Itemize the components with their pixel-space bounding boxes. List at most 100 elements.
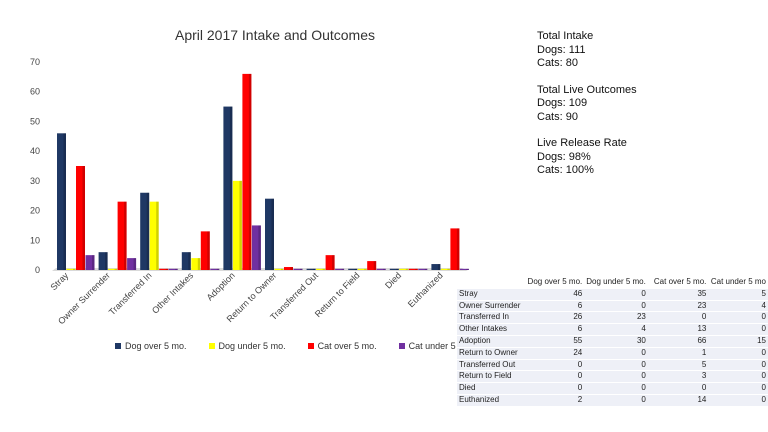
chart-legend: Dog over 5 mo. Dog under 5 mo. Cat over 5 … (115, 341, 471, 351)
bar-9-0 (431, 264, 441, 270)
table-cell: 0 (708, 359, 768, 372)
bar-2-1 (149, 201, 159, 270)
bar-7-3 (376, 268, 386, 270)
bar-8-3 (418, 268, 428, 270)
table-row-label: Stray (457, 288, 524, 301)
bar-shade-0-0 (63, 133, 66, 270)
legend-item: Dog under 5 mo. (208, 341, 286, 351)
legend-label: Dog over 5 mo. (125, 341, 187, 351)
bar-shade-0-1 (73, 268, 76, 270)
bar-3-3 (210, 268, 220, 270)
table-cell: 6 (523, 300, 585, 313)
bar-shade-1-3 (133, 258, 137, 270)
bar-5-0 (265, 198, 274, 270)
bar-shade-6-3 (341, 268, 345, 270)
total-intake-title: Total Intake (537, 30, 594, 42)
x-tick-label: Died (383, 270, 403, 290)
legend-swatch (115, 343, 121, 349)
bar-shade-0-2 (82, 166, 85, 270)
bar-5-3 (293, 268, 303, 270)
table-cell: 55 (523, 335, 585, 348)
table-row-label: Adoption (457, 335, 524, 348)
table-header-cell: Dog under 5 mo. (584, 277, 648, 289)
bar-shade-4-1 (239, 180, 242, 270)
y-tick-label: 50 (30, 116, 40, 126)
bar-shade-5-1 (281, 268, 284, 270)
table-row-label: Return to Owner (457, 347, 524, 360)
y-tick-label: 0 (35, 265, 40, 275)
bar-6-0 (306, 268, 316, 270)
legend-label: Dog under 5 mo. (218, 341, 286, 351)
x-tick-label: Other Intakes (150, 270, 196, 316)
bar-shade-6-2 (332, 255, 335, 270)
table-cell: 0 (647, 382, 709, 395)
bar-shade-8-1 (405, 268, 409, 270)
bar-shade-7-1 (364, 268, 367, 270)
bar-3-0 (181, 252, 191, 270)
table-cell: 0 (584, 370, 648, 384)
table-row-label: Return to Field (457, 370, 524, 384)
table-cell: 0 (708, 311, 768, 325)
table-row: Transferred In 26 23 0 0 (457, 311, 768, 325)
table-cell: 3 (647, 370, 709, 384)
bar-shade-0-3 (92, 255, 95, 270)
bar-9-2 (450, 228, 460, 270)
bar-5-2 (284, 267, 293, 270)
table-cell: 0 (584, 300, 648, 313)
y-tick-label: 20 (30, 206, 40, 216)
bar-7-1 (357, 268, 367, 270)
bar-shade-3-3 (216, 268, 220, 270)
table-row-label: Transferred In (457, 311, 524, 325)
legend-swatch (307, 343, 314, 349)
bar-shade-1-1 (114, 268, 118, 270)
bar-shade-7-0 (354, 268, 358, 270)
table-row: Died 0 0 0 0 (457, 382, 768, 395)
bar-shade-5-3 (300, 268, 303, 270)
data-table: Dog over 5 mo. Dog under 5 mo. Cat over … (457, 277, 768, 407)
bar-7-0 (348, 268, 358, 270)
table-header-cell: Dog over 5 mo. (523, 277, 585, 289)
live-release-rate-dogs: Dogs: 98% (537, 150, 591, 163)
bar-8-1 (399, 268, 409, 270)
table-cell: 1 (647, 347, 709, 360)
bar-1-3 (127, 258, 137, 270)
total-live-outcomes-title: Total Live Outcomes (537, 83, 637, 96)
table-row: Return to Field 0 0 3 0 (457, 370, 768, 384)
table-cell: 0 (584, 347, 648, 360)
bar-shade-6-0 (313, 268, 316, 270)
y-tick-label: 30 (30, 176, 40, 186)
table-cell: 0 (708, 394, 768, 407)
bar-6-2 (325, 255, 335, 270)
bar-5-1 (274, 268, 284, 270)
table-row-label: Owner Surrender (457, 300, 524, 313)
table-cell: 0 (708, 370, 768, 384)
bar-shade-5-2 (290, 267, 293, 270)
bar-shade-1-2 (124, 201, 127, 270)
bar-3-2 (200, 231, 210, 270)
bar-shade-7-3 (383, 268, 386, 270)
table-cell: 0 (647, 311, 709, 325)
bar-shade-7-2 (373, 261, 377, 270)
total-intake-block: Total Intake Dogs: 111 Cats: 80 (537, 30, 637, 71)
bar-shade-3-0 (188, 252, 191, 270)
y-tick-label: 40 (30, 146, 40, 156)
table-cell: 35 (647, 288, 709, 301)
bar-0-2 (76, 166, 85, 270)
table-cell: 0 (708, 347, 768, 360)
x-tick-label: Stray (48, 270, 70, 292)
bar-shade-8-3 (424, 268, 428, 270)
legend-item: Cat over 5 mo. (307, 341, 377, 351)
table-cell: 46 (523, 288, 585, 301)
bar-shade-2-0 (146, 192, 150, 270)
live-release-rate-title: Live Release Rate (537, 137, 627, 149)
bar-4-1 (232, 180, 242, 270)
x-tick-label: Adoption (205, 270, 237, 302)
bar-shade-1-0 (105, 252, 108, 270)
table-cell: 0 (523, 359, 585, 372)
table-cell: 4 (708, 300, 768, 313)
bar-8-0 (389, 268, 399, 270)
bar-shade-3-1 (197, 258, 201, 270)
bar-9-1 (440, 268, 450, 270)
table-cell: 0 (708, 382, 768, 395)
table-row: Other Intakes 6 4 13 0 (457, 323, 768, 336)
